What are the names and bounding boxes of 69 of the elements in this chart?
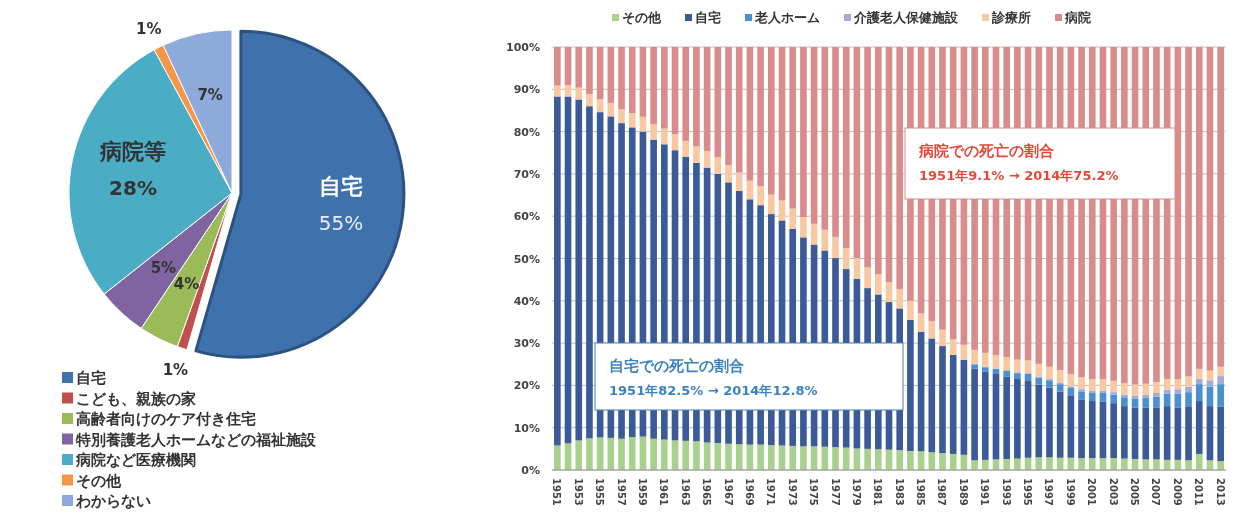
x-tick-label: 1963 — [679, 478, 691, 506]
y-tick-label: 100% — [506, 41, 540, 54]
y-tick-label: 70% — [513, 167, 540, 181]
data-label: 1% — [162, 361, 189, 380]
y-tick-label: 60% — [513, 210, 540, 224]
y-tick-label: 50% — [513, 252, 540, 266]
x-tick-label: 1951 — [551, 478, 563, 506]
x-tick-label: 1975 — [808, 478, 820, 506]
legend-label: 介護老人保健施設 — [853, 10, 959, 25]
x-tick-label: 1991 — [979, 478, 991, 506]
x-tick-label: 2007 — [1150, 478, 1162, 506]
x-tick-label: 1959 — [636, 478, 648, 506]
y-tick-label: 0% — [521, 464, 540, 477]
legend-label: 特別養護老人ホームなどの福祉施設 — [75, 430, 317, 449]
x-tick-label: 1973 — [786, 478, 798, 506]
legend-label: 自宅 — [695, 10, 721, 25]
legend-label: 高齢者向けのケア付き住宅 — [76, 410, 256, 428]
x-tick-label: 1955 — [594, 478, 606, 506]
legend-label: 自宅 — [76, 369, 106, 387]
y-tick-label: 10% — [513, 421, 540, 435]
x-tick-label: 1969 — [743, 478, 755, 506]
x-tick-label: 1993 — [1000, 478, 1012, 506]
x-tick-label: 1981 — [872, 478, 884, 506]
x-tick-label: 1967 — [722, 478, 734, 506]
data-label: 1% — [136, 19, 162, 38]
x-tick-label: 1971 — [765, 478, 777, 506]
x-tick-label: 1985 — [915, 478, 927, 506]
x-tick-label: 2005 — [1129, 478, 1141, 506]
y-tick-label: 30% — [513, 337, 540, 351]
x-tick-label: 1965 — [701, 478, 713, 506]
legend-label: 病院 — [1064, 10, 1091, 25]
legend-label: その他 — [76, 471, 122, 490]
x-tick-label: 1997 — [1043, 478, 1055, 506]
x-tick-label: 1987 — [936, 478, 948, 506]
text: 病院等 — [99, 138, 166, 164]
x-tick-label: 1995 — [1022, 478, 1034, 506]
x-tick-label: 1953 — [572, 478, 584, 506]
y-tick-label: 20% — [513, 379, 540, 393]
annotation: 1951年82.5% → 2014年12.8% — [609, 383, 818, 398]
x-tick-label: 2009 — [1171, 478, 1183, 506]
y-tick-label: 90% — [513, 83, 540, 97]
legend-label: その他 — [622, 10, 662, 25]
legend-label: 老人ホーム — [754, 10, 820, 25]
legend-label: こども、親族の家 — [76, 389, 196, 408]
annotation: 自宅での死亡の割合 — [609, 357, 744, 375]
x-tick-label: 1999 — [1064, 478, 1076, 506]
legend-label: 診療所 — [991, 10, 1031, 25]
legend-label: わからない — [75, 492, 151, 510]
data-label: 28% — [109, 175, 157, 200]
y-tick-label: 80% — [513, 125, 540, 139]
text: 自宅 — [318, 174, 363, 200]
x-tick-label: 1977 — [829, 478, 841, 506]
x-tick-label: 2013 — [1214, 478, 1226, 506]
data-label: 4% — [173, 275, 200, 294]
x-tick-label: 2011 — [1193, 478, 1205, 506]
x-tick-label: 2003 — [1107, 478, 1119, 506]
annotation: 1951年9.1% → 2014年75.2% — [919, 168, 1119, 183]
x-tick-label: 1983 — [893, 478, 905, 506]
x-tick-label: 2001 — [1086, 478, 1098, 506]
data-label: 55% — [318, 211, 364, 236]
data-label: 5% — [150, 259, 177, 278]
x-tick-label: 1989 — [957, 478, 969, 506]
annotation: 病院での死亡の割合 — [918, 142, 1054, 160]
x-tick-label: 1979 — [850, 478, 862, 506]
x-tick-label: 1957 — [615, 478, 627, 506]
data-label: 7% — [197, 86, 223, 105]
y-tick-label: 40% — [513, 294, 540, 308]
x-tick-label: 1961 — [658, 478, 670, 506]
legend-label: 病院など医療機関 — [75, 451, 196, 469]
